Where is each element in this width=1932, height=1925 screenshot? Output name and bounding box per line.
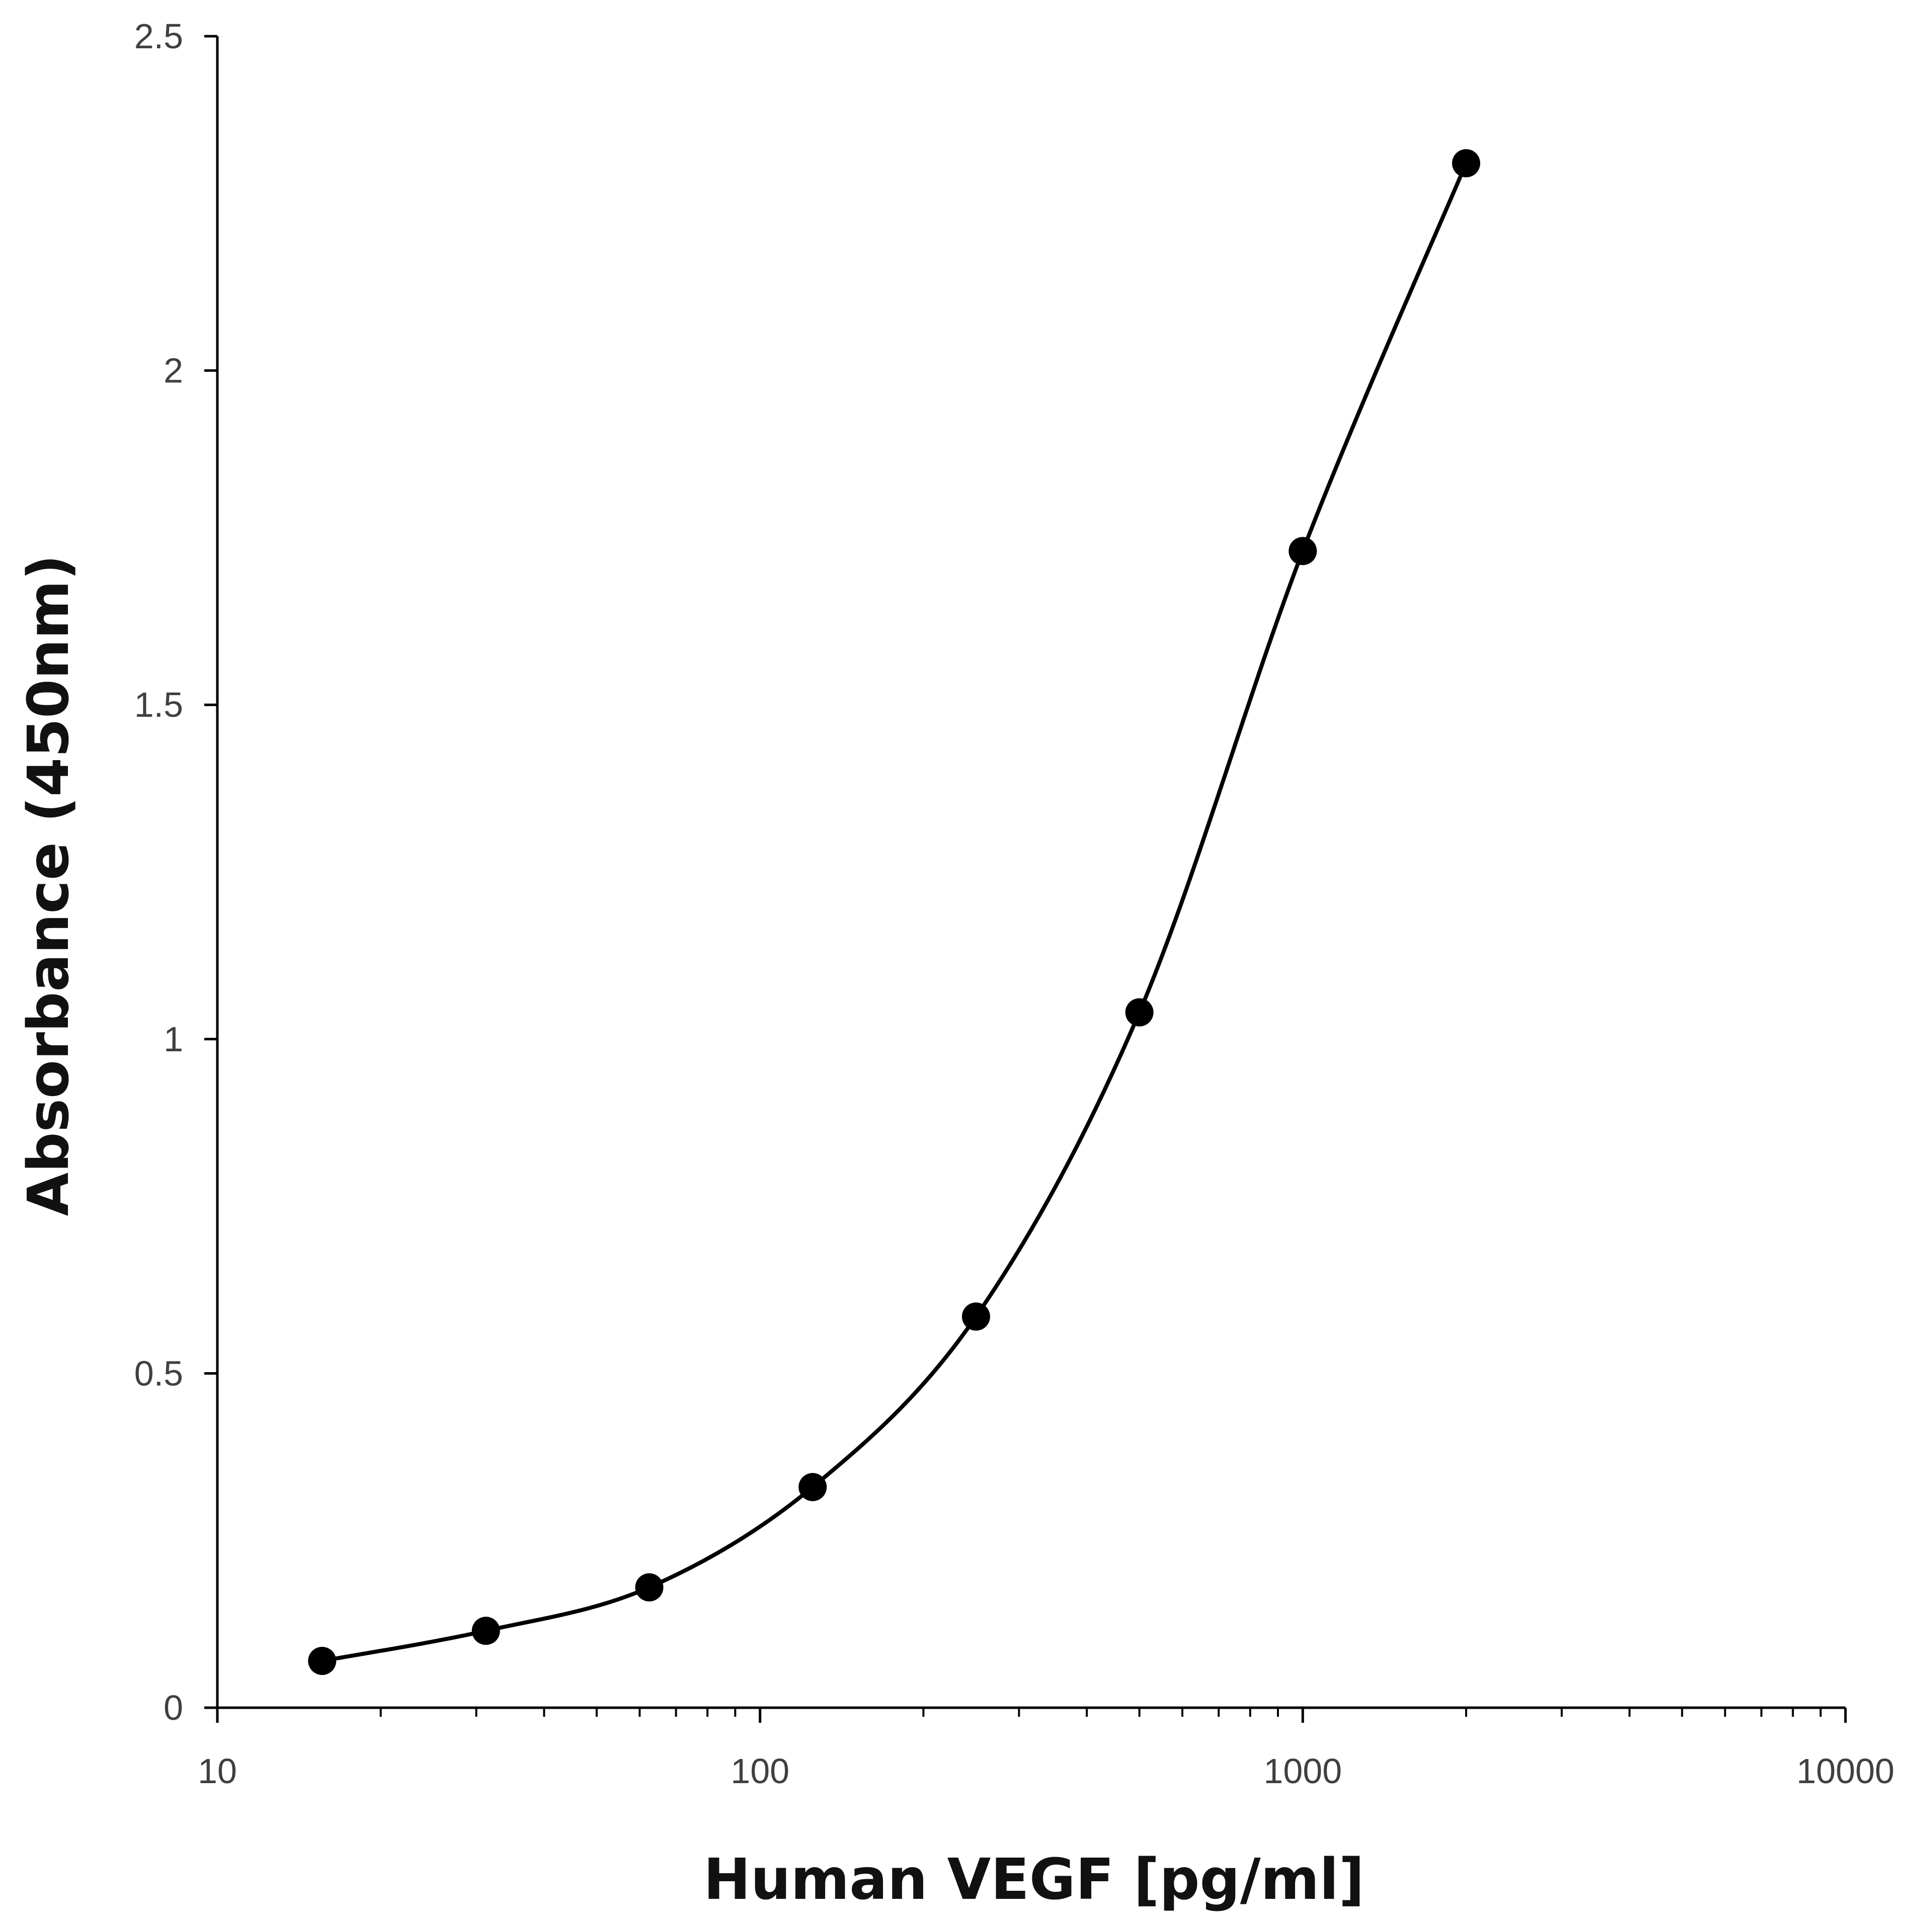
x-tick-label: 1000: [1263, 1751, 1342, 1791]
series-curve-group: [320, 161, 1468, 1663]
data-point: [471, 1617, 500, 1645]
data-point: [1125, 998, 1154, 1027]
x-axis-title: Human VEGF [pg/ml]: [703, 1847, 1364, 1912]
y-tick-label: 1: [164, 1020, 183, 1059]
series-line: [320, 161, 1468, 1663]
y-axis-title: Absorbance (450nm): [16, 554, 82, 1216]
data-point: [1289, 537, 1317, 565]
data-point: [1452, 149, 1481, 178]
y-tick-label: 0: [164, 1688, 183, 1727]
data-point: [961, 1302, 990, 1331]
x-tick-label: 10000: [1797, 1751, 1895, 1791]
y-tick-label: 0.5: [134, 1354, 183, 1393]
tick-labels: 0 0.5 1 1.5 2 2.5 10 100 1000 10000: [134, 17, 1895, 1791]
x-tick-label: 10: [198, 1751, 237, 1791]
axes: [216, 36, 1845, 1709]
x-tick-label: 100: [731, 1751, 789, 1791]
series-points: [308, 149, 1481, 1675]
y-tick-label: 2: [164, 351, 183, 390]
ticks: [204, 35, 1847, 1723]
y-tick-label: 2.5: [134, 17, 183, 56]
data-point: [635, 1573, 664, 1602]
y-tick-label: 1.5: [134, 685, 183, 724]
data-point: [798, 1473, 827, 1501]
data-point: [308, 1646, 337, 1675]
